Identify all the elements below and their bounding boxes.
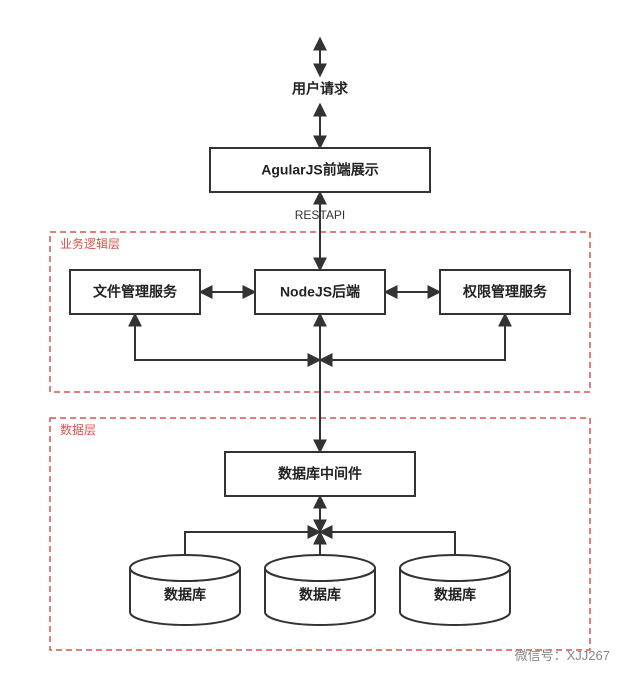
architecture-diagram: 业务逻辑层 数据层 用户请求 AgularJS前端展示 RESTAPI 文件管理服务 N… [0, 0, 640, 682]
node-db2-label: 数据库 [299, 587, 341, 603]
node-user_request-label: 用户请求 [292, 81, 349, 97]
edge-auth_svc-bus_u2 [320, 314, 505, 360]
node-db1: 数据库 [130, 555, 240, 625]
node-auth_svc: 权限管理服务 [440, 270, 570, 314]
data-layer-label: 数据层 [60, 422, 96, 437]
node-frontend-label: AgularJS前端展示 [261, 162, 378, 178]
node-file_svc-label: 文件管理服务 [93, 284, 178, 300]
edge-file_svc-bus_u1 [135, 314, 320, 360]
node-db3-label: 数据库 [434, 587, 476, 603]
watermark: 微信号：XJJ267 [515, 648, 610, 663]
node-auth_svc-label: 权限管理服务 [462, 284, 548, 300]
node-file_svc: 文件管理服务 [70, 270, 200, 314]
node-node_backend: NodeJS后端 [255, 270, 385, 314]
node-rest_label-label: RESTAPI [295, 208, 345, 222]
node-rest_label: RESTAPI [295, 208, 345, 222]
node-db_middleware-label: 数据库中间件 [278, 466, 362, 482]
node-user_request: 用户请求 [292, 81, 349, 97]
node-db2: 数据库 [265, 555, 375, 625]
node-node_backend-label: NodeJS后端 [280, 284, 360, 300]
node-db1-label: 数据库 [164, 587, 206, 603]
node-db3: 数据库 [400, 555, 510, 625]
node-db_middleware: 数据库中间件 [225, 452, 415, 496]
business-logic-layer-label: 业务逻辑层 [60, 236, 120, 251]
node-frontend: AgularJS前端展示 [210, 148, 430, 192]
